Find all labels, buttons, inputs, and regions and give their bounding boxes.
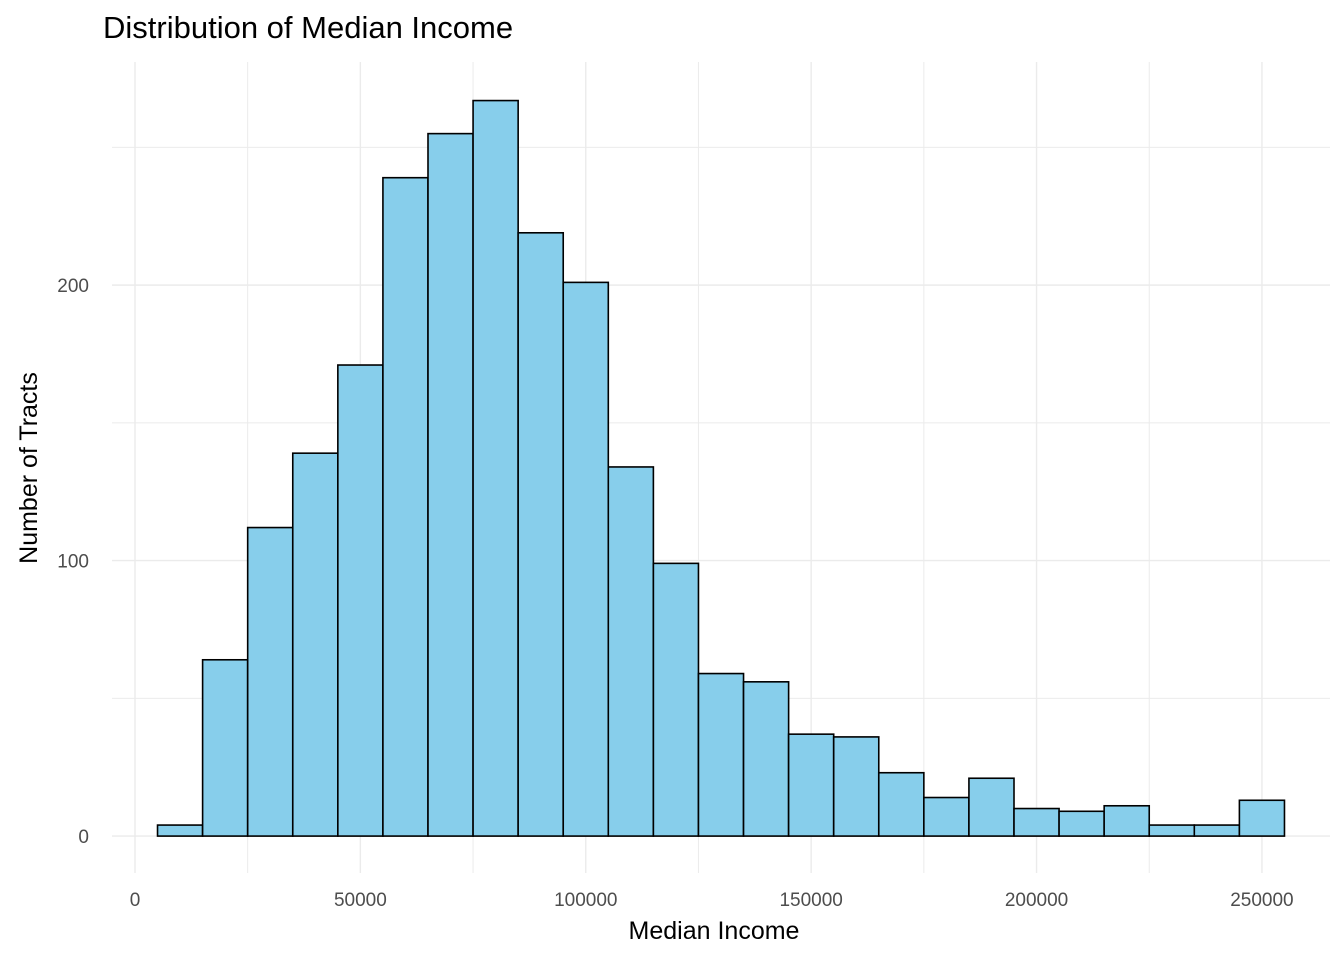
- histogram-bar: [877, 771, 925, 837]
- x-tick-label: 250000: [1230, 890, 1293, 911]
- histogram-bar: [427, 132, 474, 837]
- histogram-bar: [562, 281, 610, 837]
- histogram-bar: [652, 562, 700, 837]
- histogram-bar: [291, 452, 339, 837]
- histogram-bar: [246, 526, 294, 837]
- y-tick-label: 100: [57, 552, 89, 573]
- histogram-bar: [382, 176, 429, 837]
- histogram-bar: [1103, 804, 1151, 837]
- histogram-bar: [201, 658, 249, 837]
- histogram-bar: [1148, 824, 1196, 837]
- y-axis-tick-labels: 0 100 200: [57, 276, 89, 848]
- y-axis-title: Number of Tracts: [15, 372, 43, 564]
- histogram-bar: [472, 99, 519, 837]
- histogram-bar: [968, 777, 1015, 837]
- histogram-bars: [156, 99, 1286, 837]
- histogram-bar: [923, 796, 970, 837]
- histogram-bar: [337, 364, 384, 837]
- y-tick-label: 200: [57, 276, 89, 297]
- histogram-bar: [1058, 810, 1105, 837]
- histogram-bar: [156, 824, 204, 837]
- histogram-bar: [1193, 824, 1241, 837]
- y-tick-label: 0: [78, 827, 89, 848]
- histogram-bar: [1013, 807, 1060, 837]
- histogram-bar: [787, 733, 835, 837]
- histogram-bar: [742, 681, 790, 837]
- x-tick-label: 150000: [779, 890, 842, 911]
- histogram-bar: [1238, 799, 1286, 837]
- x-tick-label: 0: [130, 890, 141, 911]
- histogram-bar: [697, 672, 745, 837]
- chart-title: Distribution of Median Income: [103, 10, 514, 45]
- x-tick-label: 50000: [334, 890, 387, 911]
- x-axis-title: Median Income: [629, 917, 800, 945]
- histogram-bar: [517, 231, 565, 837]
- x-tick-label: 100000: [554, 890, 617, 911]
- histogram-bar: [607, 466, 655, 837]
- x-tick-label: 200000: [1005, 890, 1068, 911]
- x-axis-tick-labels: 0 50000 100000 150000 200000 250000: [130, 890, 1294, 911]
- histogram-bar: [832, 736, 880, 837]
